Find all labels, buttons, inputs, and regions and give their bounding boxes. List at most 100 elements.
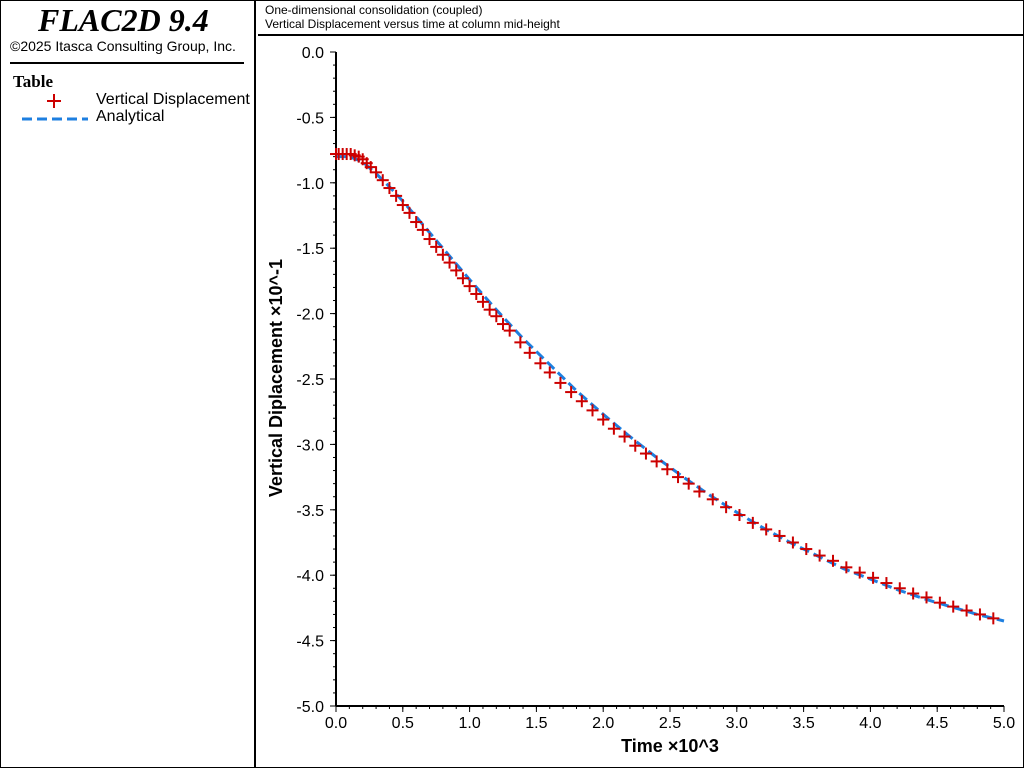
legend-panel: FLAC2D 9.4 ©2025 Itasca Consulting Group… [0, 0, 256, 768]
data-point [672, 471, 685, 484]
y-tick-label: 0.0 [302, 45, 324, 62]
data-point [575, 395, 588, 408]
dashed-line-icon [22, 117, 88, 121]
y-tick-label: -3.5 [296, 503, 324, 520]
data-point [650, 455, 663, 468]
x-tick-label: 3.0 [726, 715, 748, 732]
data-point [534, 357, 547, 370]
x-tick-label: 0.5 [392, 715, 414, 732]
data-point [490, 310, 503, 323]
data-point [565, 386, 578, 399]
data-point [376, 174, 389, 187]
data-point [800, 543, 813, 556]
copyright-text: ©2025 Itasca Consulting Group, Inc. [10, 38, 236, 54]
y-tick-label: -4.5 [296, 634, 324, 651]
data-point [497, 318, 509, 331]
app-title: FLAC2D 9.4 [38, 2, 209, 38]
data-point [960, 604, 973, 617]
legend-label: Vertical Displacement [96, 91, 250, 108]
data-point [920, 591, 933, 604]
data-point [456, 272, 469, 285]
data-point [483, 303, 496, 316]
data-point [706, 493, 719, 506]
data-point [893, 582, 906, 595]
axes: 0.0 -0.5 -1.0 -1.5 -2.0 -2.5 -3.0 -3.5 -4.0 -4.5 -… [296, 45, 1015, 732]
legend-title: Table [13, 72, 54, 91]
data-point [543, 366, 556, 379]
x-tick-label: 0.0 [325, 715, 347, 732]
plot-description-line2: Vertical Displacement versus time at col… [265, 17, 560, 31]
x-tick-label: 3.5 [792, 715, 814, 732]
y-tick-label: -2.0 [296, 307, 324, 324]
data-point [867, 571, 880, 584]
data-point [826, 554, 839, 567]
y-axis-label: Vertical Diplacement ×10^-1 [266, 259, 286, 497]
plot-description-line1: One-dimensional consolidation (coupled) [265, 3, 483, 17]
data-point [693, 485, 706, 498]
data-point [813, 549, 826, 562]
data-point [514, 336, 527, 349]
data-point [390, 189, 403, 202]
data-point [503, 324, 516, 337]
x-tick-label: 4.5 [926, 715, 948, 732]
data-point [973, 608, 986, 621]
plot-header: One-dimensional consolidation (coupled) … [258, 0, 1024, 36]
y-tick-label: -1.0 [296, 176, 324, 193]
x-tick-label: 1.0 [458, 715, 480, 732]
data-point [682, 477, 695, 490]
data-point [430, 240, 443, 253]
y-tick-label: -1.5 [296, 241, 324, 258]
series-vertical-displacement [330, 148, 1000, 625]
divider [10, 62, 244, 64]
plus-marker-icon [47, 94, 61, 108]
legend-label: Analytical [96, 108, 165, 125]
data-point [786, 536, 799, 549]
y-tick-label: -3.0 [296, 437, 324, 454]
data-point [554, 376, 567, 389]
data-point [607, 422, 620, 435]
data-point [416, 223, 429, 236]
data-point [364, 161, 377, 174]
data-point [880, 577, 893, 590]
data-point [597, 413, 610, 426]
x-tick-label: 2.5 [659, 715, 681, 732]
data-point [661, 463, 674, 476]
data-point [403, 206, 416, 219]
data-point [476, 295, 489, 308]
data-point [907, 587, 920, 600]
series-analytical [336, 155, 1005, 623]
data-point [436, 248, 449, 261]
data-point [733, 509, 746, 522]
analytical-curve [336, 155, 1005, 623]
y-tick-label: -5.0 [296, 699, 324, 716]
data-point [840, 561, 853, 574]
y-tick-label: -4.0 [296, 568, 324, 585]
data-point [618, 430, 631, 443]
data-point [383, 182, 396, 195]
y-tick-label: -0.5 [296, 110, 324, 127]
y-tick-label: -2.5 [296, 372, 324, 389]
data-point [947, 600, 960, 613]
data-point [410, 216, 423, 229]
data-point [720, 501, 733, 514]
x-tick-label: 1.5 [525, 715, 547, 732]
data-point [853, 566, 866, 579]
data-point [586, 404, 599, 417]
x-tick-label: 2.0 [592, 715, 614, 732]
data-point [773, 529, 786, 542]
data-point [370, 166, 383, 179]
data-point [746, 516, 759, 529]
data-point [396, 199, 409, 212]
data-point [443, 256, 456, 269]
data-point [470, 287, 483, 300]
data-point [933, 596, 946, 609]
x-axis-label: Time ×10^3 [621, 736, 719, 756]
data-point [987, 612, 1000, 625]
data-point [523, 346, 536, 359]
data-point [629, 439, 642, 452]
data-point [423, 233, 436, 246]
data-point [639, 447, 652, 460]
data-point [760, 523, 773, 536]
data-point [463, 280, 476, 293]
